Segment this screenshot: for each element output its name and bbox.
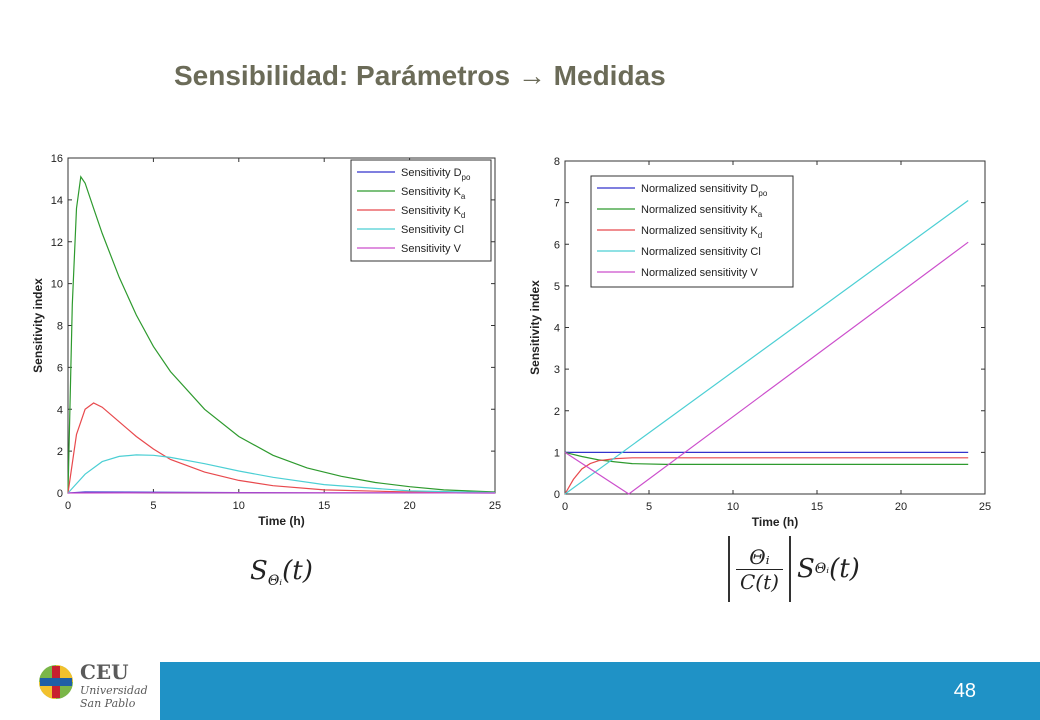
chart-sensitivity-svg: 0 5 10 15 20 25 0 2 4 6 8 10 12 14 16 Time (h) Sensitivi…: [31, 153, 501, 528]
logo-subtext: Universidad San Pablo: [80, 684, 148, 710]
legend-label: Sensitivity Dpo: [401, 167, 471, 182]
x-tick-label: 20: [895, 501, 907, 513]
series-line: [564, 200, 969, 495]
y-tick-label: 5: [554, 281, 560, 293]
chart-normalized-sensitivity-svg: 0 5 10 15 20 25 0 1 2 3 4 5 6 7 8 Time (h) Sensitivity i…: [528, 156, 991, 529]
formula-sensitivity: SΘᵢ(t): [250, 556, 313, 589]
formula-arg: (t): [829, 554, 860, 584]
y-tick-label: 2: [57, 446, 63, 458]
formula-s-sub: Θᵢ: [814, 561, 830, 577]
y-tick-label: 8: [57, 321, 63, 333]
formula-normalized-sensitivity: Θᵢ C(t) S Θᵢ (t): [722, 536, 860, 602]
y-tick-label: 6: [57, 362, 63, 374]
series-line: [67, 175, 496, 494]
legend-label: Sensitivity Cl: [401, 224, 464, 236]
legend-label: Normalized sensitivity V: [641, 267, 758, 279]
x-tick-label: 0: [65, 500, 71, 512]
y-tick-label: 8: [554, 156, 560, 168]
legend-label: Normalized sensitivity Kd: [641, 225, 762, 240]
y-axis-label: Sensitivity index: [528, 280, 542, 375]
formula-arg: (t): [282, 556, 313, 586]
abs-bar-left: [728, 536, 730, 602]
y-tick-label: 16: [51, 153, 63, 165]
y-tick-label: 7: [554, 198, 560, 210]
series-line: [67, 402, 496, 494]
legend-label: Sensitivity Ka: [401, 186, 466, 201]
chart-sensitivity: 0 5 10 15 20 25 0 2 4 6 8 10 12 14 16 Time (h) Sensitivi…: [28, 148, 503, 538]
x-tick-label: 10: [727, 501, 739, 513]
x-tick-label: 10: [233, 500, 245, 512]
x-tick-label: 20: [403, 500, 415, 512]
y-tick-label: 0: [57, 488, 63, 500]
y-tick-label: 4: [57, 404, 63, 416]
y-tick-label: 0: [554, 489, 560, 501]
y-tick-label: 12: [51, 237, 63, 249]
legend-box: [590, 175, 794, 288]
formula-s-sub: Θᵢ: [267, 573, 283, 589]
y-tick-label: 3: [554, 364, 560, 376]
x-tick-label: 15: [318, 500, 330, 512]
legend-label: Normalized sensitivity Dpo: [641, 183, 768, 198]
formula-s: S: [796, 554, 815, 584]
series-line: [67, 454, 496, 494]
y-tick-label: 1: [554, 447, 560, 459]
y-tick-label: 14: [51, 195, 63, 207]
y-tick-label: 2: [554, 406, 560, 418]
logo-text: CEU: [80, 660, 129, 684]
logo-line-2: San Pablo: [80, 697, 136, 710]
x-tick-label: 25: [489, 500, 501, 512]
y-tick-label: 6: [554, 239, 560, 251]
logo-line-1: Universidad: [80, 684, 148, 697]
legend: Sensitivity Dpo Sensitivity Ka Sensitivity…: [350, 159, 492, 262]
legend-label: Normalized sensitivity Ka: [641, 204, 763, 219]
x-tick-label: 15: [811, 501, 823, 513]
y-tick-label: 10: [51, 279, 63, 291]
ceu-logo: CEU Universidad San Pablo: [36, 658, 156, 718]
y-axis-label: Sensitivity index: [31, 278, 45, 373]
fraction-numerator: Θᵢ: [749, 544, 770, 569]
series-line: [564, 241, 969, 495]
footer-bar: 48: [160, 662, 1040, 720]
fraction-denominator: C(t): [736, 568, 783, 594]
legend: Normalized sensitivity Dpo Normalized sen…: [590, 175, 794, 288]
ceu-emblem-icon: [39, 665, 73, 699]
x-tick-label: 5: [646, 501, 652, 513]
x-tick-label: 0: [562, 501, 568, 513]
series-line: [564, 457, 969, 495]
x-axis-label: Time (h): [752, 515, 798, 529]
legend-label: Normalized sensitivity Cl: [641, 246, 761, 258]
abs-bar-right: [788, 536, 791, 602]
legend-label: Sensitivity V: [401, 243, 462, 255]
formula-s: S: [250, 556, 268, 586]
y-tick-label: 4: [554, 323, 560, 335]
page-number: 48: [953, 680, 976, 702]
series-line: [564, 451, 969, 465]
x-tick-label: 5: [150, 500, 156, 512]
chart-normalized-sensitivity: 0 5 10 15 20 25 0 1 2 3 4 5 6 7 8 Time (h) Sensitivity i…: [528, 148, 1003, 538]
formula-fraction: Θᵢ C(t): [736, 545, 783, 594]
x-tick-label: 25: [979, 501, 991, 513]
x-axis-label: Time (h): [258, 514, 304, 528]
legend-label: Sensitivity Kd: [401, 205, 465, 220]
slide-title: Sensibilidad: Parámetros → Medidas: [174, 60, 666, 91]
